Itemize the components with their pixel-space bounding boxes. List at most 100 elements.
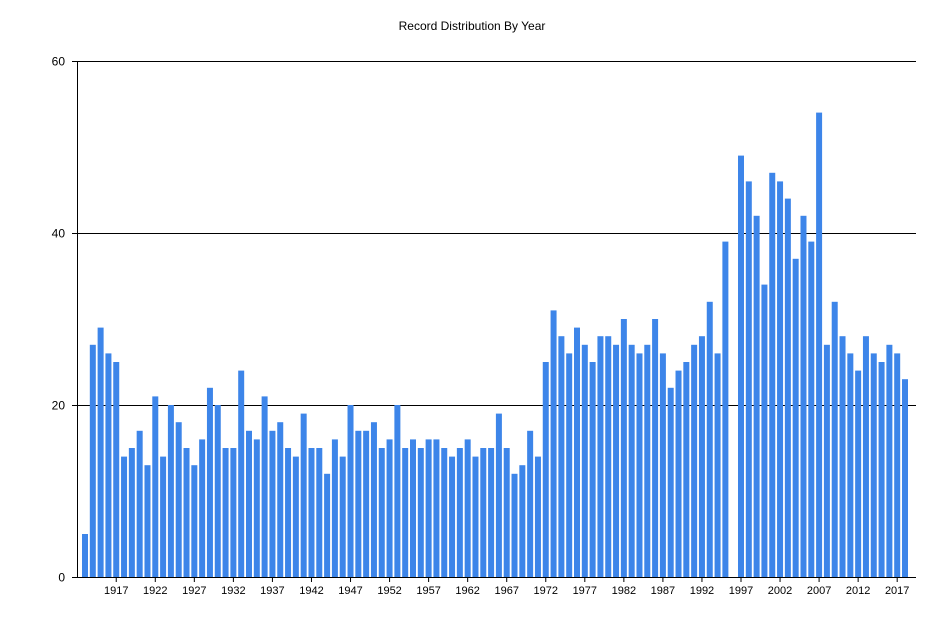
bar-1960: [449, 456, 456, 577]
bar-1936: [261, 396, 268, 577]
bar-1967: [503, 448, 510, 577]
x-tick-label-2012: 2012: [846, 585, 870, 597]
bar-1927: [191, 465, 198, 577]
bar-1970: [527, 430, 534, 577]
bar-1915: [97, 327, 104, 577]
y-axis-tick-labels: 0 20 40 60: [52, 55, 66, 585]
bar-1977: [581, 344, 588, 577]
bar-2012: [855, 370, 862, 577]
bar-1974: [558, 336, 565, 577]
bar-1928: [199, 439, 206, 577]
bar-1925: [175, 422, 182, 577]
bar-1919: [128, 448, 135, 577]
bar-1952: [386, 439, 393, 577]
bar-1992: [698, 336, 705, 577]
bar-1918: [121, 456, 128, 577]
bar-2001: [769, 172, 776, 578]
bar-2018: [902, 379, 908, 577]
bar-1955: [410, 439, 416, 577]
bar-1978: [589, 362, 596, 577]
bar-1921: [144, 465, 151, 577]
bar-2000: [761, 284, 768, 577]
bar-1958: [433, 439, 440, 577]
bar-1984: [636, 353, 643, 577]
bar-1913: [82, 534, 88, 577]
y-tick-label-20: 20: [52, 399, 66, 413]
bar-1945: [331, 439, 338, 577]
bar-1963: [472, 456, 479, 577]
bar-1935: [253, 439, 260, 577]
bar-1988: [667, 387, 674, 577]
x-tick-label-1922: 1922: [143, 585, 167, 597]
x-tick-label-1947: 1947: [338, 585, 362, 597]
bar-1951: [378, 448, 385, 577]
bar-2015: [878, 362, 885, 577]
bar-1942: [308, 448, 315, 577]
bar-1939: [285, 448, 292, 577]
bar-2005: [800, 215, 807, 578]
bar-1949: [363, 430, 370, 577]
bar-1959: [441, 448, 448, 577]
bar-1968: [511, 473, 518, 577]
x-tick-label-1927: 1927: [182, 585, 206, 597]
bar-1950: [370, 422, 377, 577]
bar-1961: [456, 448, 463, 577]
bar-1944: [324, 473, 331, 577]
bar-1956: [417, 448, 424, 577]
bar-1990: [683, 362, 690, 577]
bar-1947: [347, 405, 354, 577]
x-tick-label-1962: 1962: [455, 585, 479, 597]
axes: [72, 61, 916, 582]
x-tick-label-1937: 1937: [260, 585, 284, 597]
bar-2009: [831, 301, 838, 577]
bar-1999: [753, 215, 760, 578]
bar-1987: [659, 353, 666, 577]
bar-2014: [870, 353, 877, 577]
bar-2011: [847, 353, 854, 577]
x-axis-tick-labels: 1917 1922 1927 1932 1937 1942 1947 1952 1957 1962…: [104, 585, 909, 597]
bar-1943: [316, 448, 323, 577]
bar-1971: [534, 456, 541, 577]
bar-1938: [277, 422, 284, 577]
bar-2017: [894, 353, 901, 577]
bar-1916: [105, 353, 112, 577]
bar-1989: [675, 370, 682, 577]
bar-1995: [722, 241, 729, 577]
bar-2007: [816, 112, 823, 577]
bar-1946: [339, 456, 346, 577]
bar-1964: [480, 448, 487, 577]
bar-1966: [495, 413, 502, 577]
bar-1931: [222, 448, 229, 577]
x-tick-label-1957: 1957: [416, 585, 440, 597]
y-tick-label-40: 40: [52, 227, 66, 241]
bar-1973: [550, 310, 557, 577]
x-tick-label-1967: 1967: [494, 585, 518, 597]
x-tick-label-1982: 1982: [612, 585, 636, 597]
bar-1985: [644, 344, 651, 577]
bar-1917: [113, 362, 120, 577]
bar-1937: [269, 430, 276, 577]
bar-2008: [823, 344, 830, 577]
bar-2003: [784, 198, 791, 577]
bar-1924: [167, 405, 174, 577]
x-tick-label-2007: 2007: [807, 585, 831, 597]
bar-1922: [152, 396, 159, 577]
bar-1980: [605, 336, 612, 577]
bar-1929: [206, 387, 213, 577]
bar-1965: [488, 448, 495, 577]
bar-1981: [613, 344, 620, 577]
bar-1914: [89, 344, 96, 577]
bar-2006: [808, 241, 815, 577]
x-tick-label-1997: 1997: [729, 585, 753, 597]
bar-1983: [628, 344, 635, 577]
bar-2013: [862, 336, 869, 577]
bar-1932: [230, 448, 237, 577]
bar-1962: [464, 439, 471, 577]
bar-2016: [886, 344, 893, 577]
x-tick-label-1932: 1932: [221, 585, 245, 597]
bar-1940: [292, 456, 299, 577]
bar-1994: [714, 353, 721, 577]
bar-1979: [597, 336, 604, 577]
bar-1976: [574, 327, 580, 577]
